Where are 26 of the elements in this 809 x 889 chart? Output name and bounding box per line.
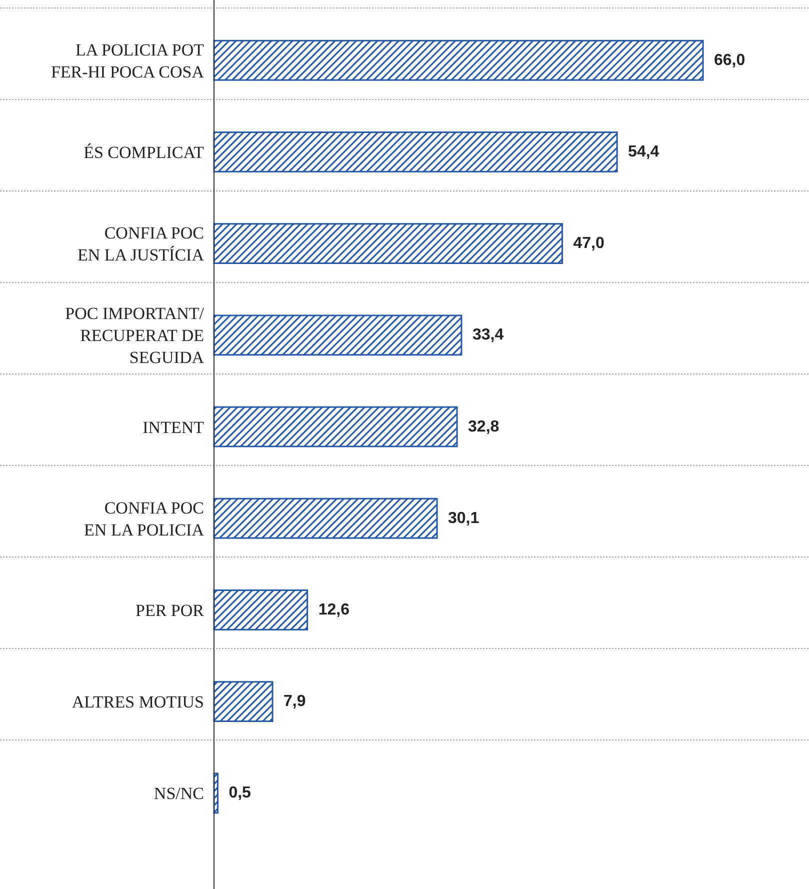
data-label: 66,0 (714, 52, 746, 69)
bar (213, 590, 308, 630)
data-label: 47,0 (573, 235, 604, 252)
bar (213, 132, 618, 172)
y-tick-label: CONFIA POC EN LA POLICIA (84, 498, 205, 539)
bar (213, 406, 458, 448)
data-label: 0,5 (228, 784, 252, 802)
data-label: 54,4 (628, 143, 660, 160)
y-tick-label: LA POLICIA POT FER-HI POCA COSA (50, 40, 205, 81)
data-label: 12,6 (318, 601, 350, 618)
y-tick-label: NS/NC (154, 784, 204, 803)
y-tick-label: CONFIA POC EN LA JUSTÍCIA (77, 223, 205, 264)
y-tick-label: INTENT (142, 417, 205, 436)
y-tick-label: POC IMPORTANT/ RECUPERAT DE SEGUIDA (65, 304, 205, 367)
data-label: 7,9 (284, 693, 306, 710)
bar (213, 40, 704, 81)
bar (213, 223, 563, 264)
bar (213, 498, 438, 539)
bar (213, 681, 274, 722)
data-label: 32,8 (468, 418, 500, 436)
y-tick-label: ALTRES MOTIUS (72, 692, 204, 712)
y-tick-label: PER POR (136, 600, 205, 620)
data-label: 33,4 (472, 326, 504, 344)
bar (213, 314, 462, 356)
data-label: 30,1 (448, 510, 480, 527)
y-tick-label: ÉS COMPLICAT (84, 142, 205, 162)
